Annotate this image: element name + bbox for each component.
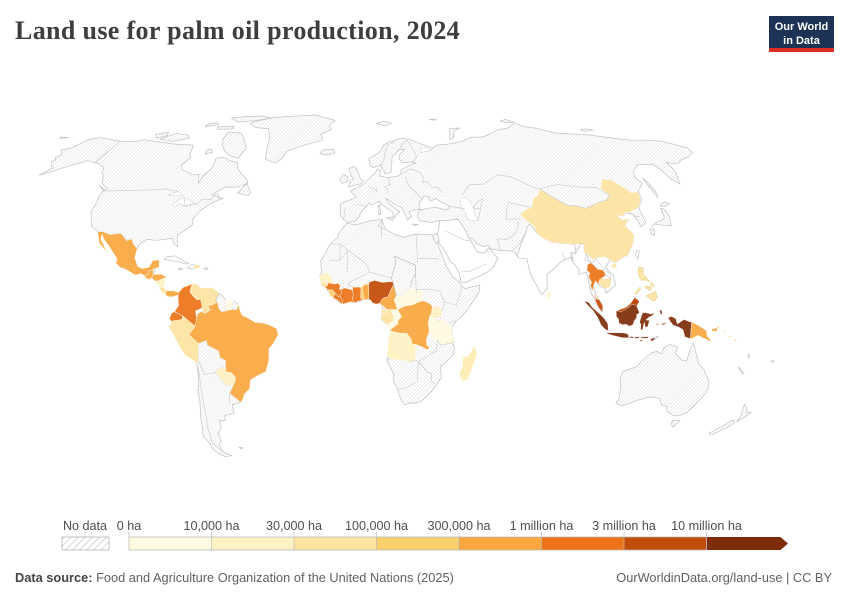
- svg-text:No data: No data: [63, 519, 107, 533]
- svg-text:0 ha: 0 ha: [117, 519, 142, 533]
- svg-text:1 million ha: 1 million ha: [510, 519, 574, 533]
- svg-text:300,000 ha: 300,000 ha: [427, 519, 490, 533]
- svg-text:10 million ha: 10 million ha: [671, 519, 742, 533]
- svg-text:10,000 ha: 10,000 ha: [183, 519, 239, 533]
- svg-text:100,000 ha: 100,000 ha: [345, 519, 408, 533]
- svg-text:3 million ha: 3 million ha: [592, 519, 656, 533]
- svg-text:30,000 ha: 30,000 ha: [266, 519, 322, 533]
